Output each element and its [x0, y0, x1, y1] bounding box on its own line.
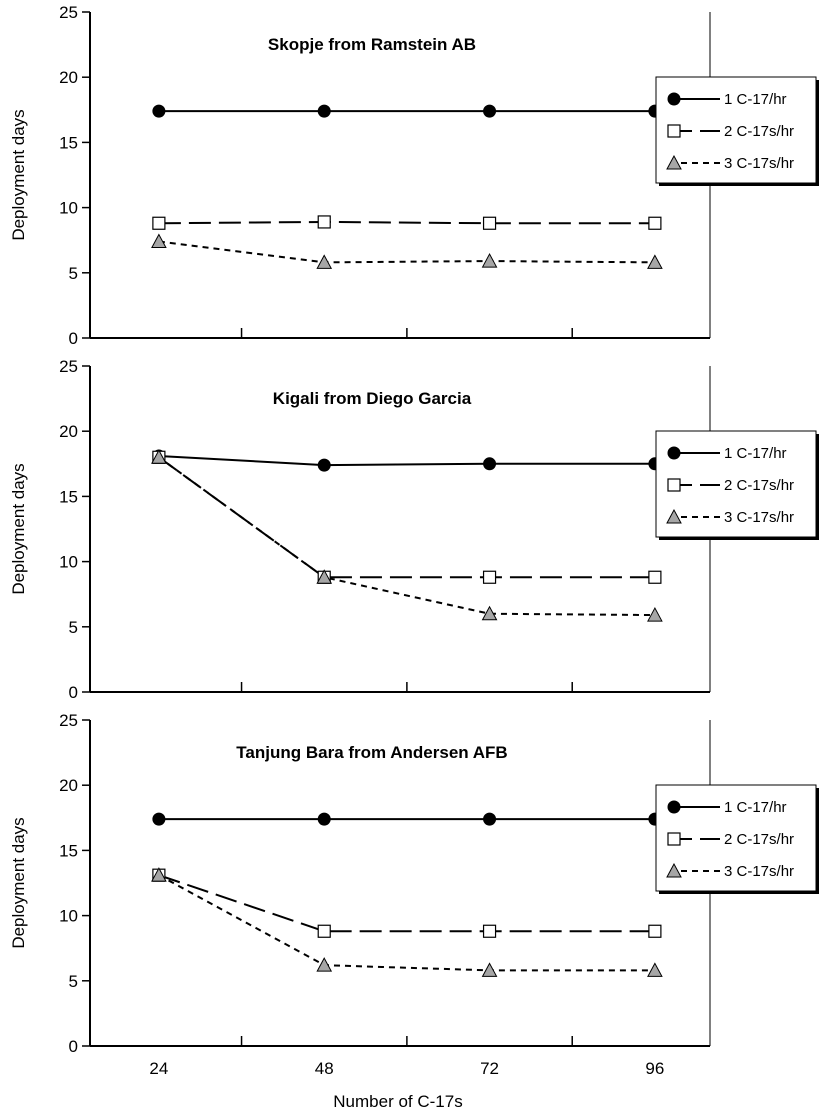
- data-point: [481, 253, 498, 268]
- y-tick-label: 5: [69, 972, 78, 991]
- series-line-2: [158, 220, 655, 225]
- series-line-3: [158, 874, 655, 972]
- y-axis-label: Deployment days: [9, 463, 28, 594]
- x-tick-label: 72: [480, 1059, 499, 1078]
- legend-label: 2 C-17s/hr: [724, 831, 794, 848]
- legend-label: 1 C-17/hr: [724, 91, 787, 108]
- y-axis-label: Deployment days: [9, 109, 28, 240]
- legend-label: 3 C-17s/hr: [724, 155, 794, 172]
- y-tick-label: 10: [59, 553, 78, 572]
- legend-marker: [667, 92, 681, 106]
- legend-marker: [667, 124, 681, 138]
- y-tick-label: 10: [59, 199, 78, 218]
- series-line-3: [158, 240, 655, 264]
- data-point: [647, 607, 663, 622]
- data-point: [317, 215, 331, 229]
- chart-panel-2: 0 5 10 15 20 25 Deployment days Kigali from Die…: [9, 357, 819, 702]
- y-tick-label: 5: [69, 264, 78, 283]
- x-tick-label: 96: [645, 1059, 664, 1078]
- y-tick-label: 0: [69, 1037, 78, 1056]
- data-point: [151, 233, 167, 249]
- y-axis-label: Deployment days: [9, 817, 28, 948]
- data-point: [481, 605, 498, 621]
- series-line-3: [158, 456, 655, 617]
- data-point: [151, 449, 167, 464]
- data-point: [317, 458, 331, 472]
- data-point: [648, 924, 662, 938]
- data-point: [647, 962, 663, 977]
- data-point: [317, 104, 331, 118]
- y-tick-label: 25: [59, 3, 78, 22]
- data-point: [317, 924, 331, 938]
- legend-label: 3 C-17s/hr: [724, 863, 794, 880]
- series-line-1: [158, 454, 655, 467]
- chart-title: Kigali from Diego Garcia: [273, 389, 472, 408]
- legend-marker: [666, 508, 682, 524]
- x-tick-label: 24: [149, 1059, 168, 1078]
- data-point: [483, 104, 497, 118]
- legend-marker: [667, 446, 681, 460]
- legend-marker: [667, 832, 681, 846]
- data-point: [151, 867, 167, 882]
- series-line-2: [158, 456, 655, 579]
- data-point: [483, 812, 497, 826]
- y-tick-label: 25: [59, 711, 78, 730]
- x-tick-label: 48: [315, 1059, 334, 1078]
- y-tick-label: 15: [59, 487, 78, 506]
- data-point: [152, 104, 166, 118]
- data-point: [316, 254, 333, 269]
- legend-label: 2 C-17s/hr: [724, 123, 794, 140]
- legend-label: 1 C-17/hr: [724, 799, 787, 816]
- y-tick-label: 25: [59, 357, 78, 376]
- data-point: [483, 457, 497, 471]
- y-tick-label: 20: [59, 422, 78, 441]
- y-tick-label: 20: [59, 68, 78, 87]
- y-tick-label: 10: [59, 907, 78, 926]
- data-point: [316, 957, 333, 972]
- y-tick-label: 20: [59, 776, 78, 795]
- data-point: [648, 216, 662, 230]
- x-axis-label: Number of C-17s: [333, 1092, 462, 1111]
- data-point: [152, 812, 166, 826]
- legend-marker: [667, 478, 681, 492]
- data-point: [647, 254, 663, 269]
- legend-label: 2 C-17s/hr: [724, 477, 794, 494]
- data-point: [482, 570, 497, 584]
- data-point: [316, 569, 333, 584]
- chart-panel-1: 0 5 10 15 20 25 Deployment days Skopje from Ram…: [9, 3, 819, 348]
- data-point: [481, 962, 498, 977]
- data-point: [648, 570, 662, 584]
- chart-title: Tanjung Bara from Andersen AFB: [236, 743, 507, 762]
- data-point: [317, 812, 331, 826]
- legend-label: 3 C-17s/hr: [724, 509, 794, 526]
- y-tick-label: 5: [69, 618, 78, 637]
- legend-label: 1 C-17/hr: [724, 445, 787, 462]
- legend-marker: [667, 800, 681, 814]
- y-tick-label: 15: [59, 133, 78, 152]
- legend-marker: [666, 862, 682, 878]
- legend-marker: [666, 154, 682, 170]
- chart-panel-3: 0 5 10 15 20 25 24 48 72 96 Deployment days Tanjung…: [9, 711, 819, 1078]
- y-tick-label: 0: [69, 329, 78, 348]
- chart-title: Skopje from Ramstein AB: [268, 35, 476, 54]
- data-point: [482, 924, 497, 938]
- data-point: [482, 216, 497, 230]
- series-line-2: [158, 874, 655, 933]
- y-tick-label: 15: [59, 841, 78, 860]
- y-tick-label: 0: [69, 683, 78, 702]
- data-point: [152, 216, 166, 230]
